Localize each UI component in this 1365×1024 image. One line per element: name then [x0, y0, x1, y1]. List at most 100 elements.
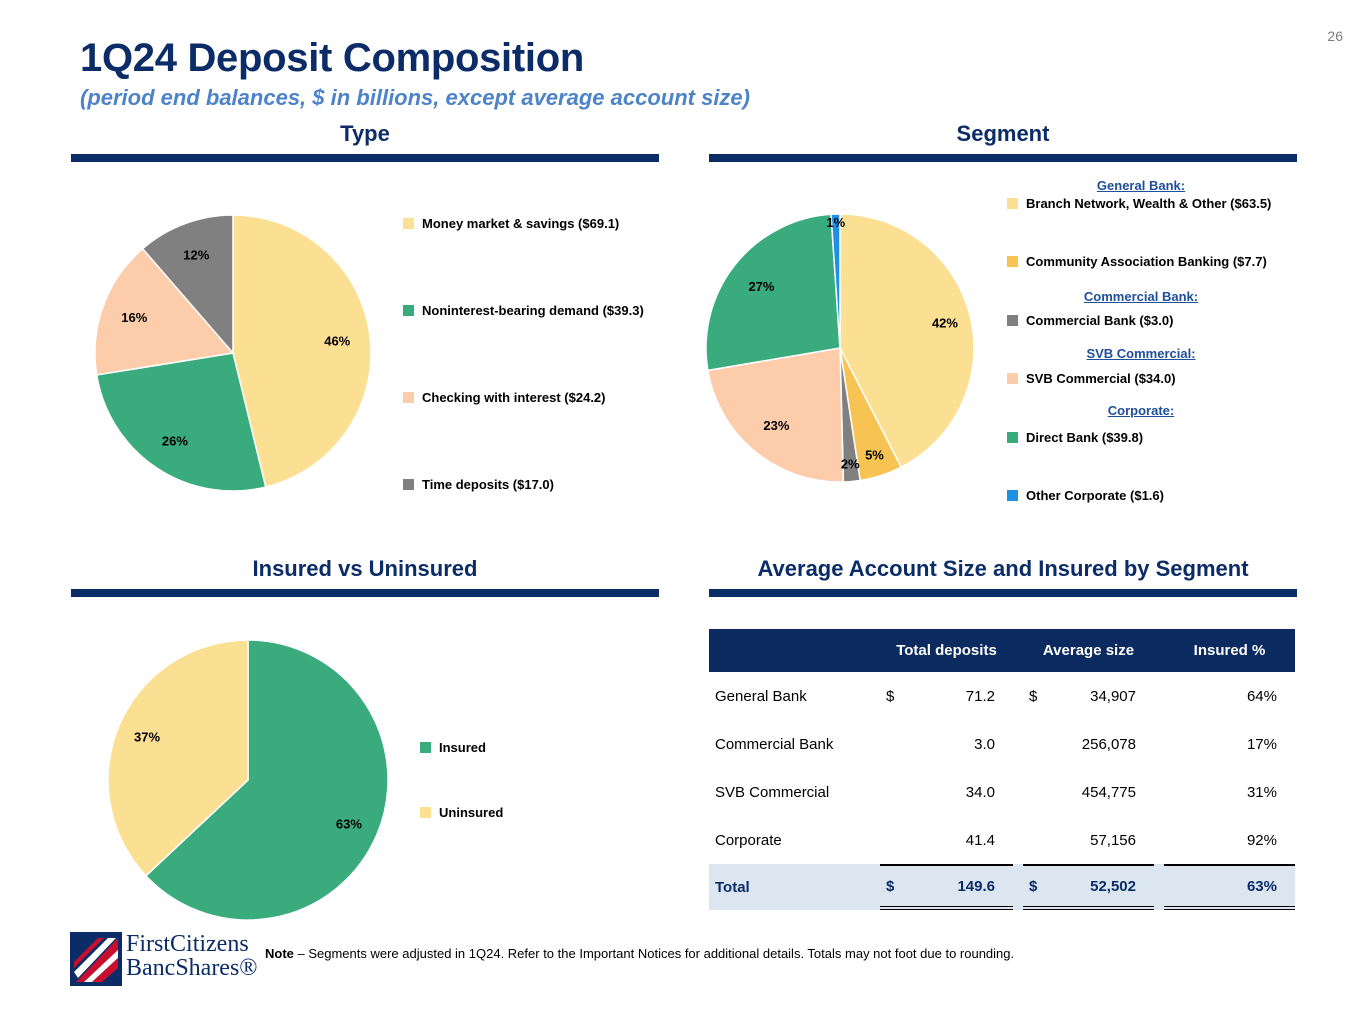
legend-swatch — [1007, 490, 1018, 501]
legend-item: Time deposits ($17.0) — [403, 477, 554, 492]
footnote-label: Note — [265, 946, 294, 961]
type-section-title: Type — [340, 121, 390, 146]
footnote-text: – Segments were adjusted in 1Q24. Refer … — [293, 946, 1015, 961]
pie-slice — [705, 213, 841, 372]
table-header-gap — [1154, 629, 1164, 672]
row-deposits-dollar — [880, 768, 894, 816]
pie-data-label: 27% — [748, 279, 774, 294]
legend-label: SVB Commercial ($34.0) — [1026, 371, 1176, 386]
page-number: 26 — [1327, 28, 1343, 44]
table-header-row: Total deposits Average size Insured % — [709, 629, 1295, 672]
total-avg: 52,502 — [1037, 864, 1154, 910]
pie-slice — [144, 639, 389, 921]
row-gap — [1154, 816, 1164, 864]
insured-section-rule — [71, 589, 659, 597]
row-insured: 64% — [1246, 687, 1277, 705]
table-row: Commercial Bank 3.0 256,078 17% — [709, 720, 1295, 768]
legend-group-general-bank: General Bank: — [1096, 178, 1186, 193]
legend-swatch — [403, 479, 414, 490]
company-logo: FirstCitizens BancShares® — [70, 932, 260, 988]
legend-group-corporate: Corporate: — [1107, 403, 1175, 418]
legend-swatch — [403, 218, 414, 229]
row-insured: 92% — [1246, 831, 1277, 849]
row-deposits-dollar — [880, 720, 894, 768]
legend-item: Branch Network, Wealth & Other ($63.5) — [1007, 196, 1271, 211]
segment-section-rule — [709, 154, 1297, 162]
legend-swatch — [420, 807, 431, 818]
page-subtitle: (period end balances, $ in billions, exc… — [80, 85, 750, 110]
row-gap — [1154, 768, 1164, 816]
type-section-rule — [71, 154, 659, 162]
total-deposits: 149.6 — [894, 864, 1013, 910]
legend-item: Community Association Banking ($7.7) — [1007, 254, 1267, 269]
table-row: General Bank $ 71.2 $ 34,907 64% — [709, 672, 1295, 720]
page-title: 1Q24 Deposit Composition — [80, 36, 584, 80]
legend-item: Money market & savings ($69.1) — [403, 216, 619, 231]
legend-label: Time deposits ($17.0) — [422, 477, 554, 492]
pie-slice — [707, 347, 845, 483]
flag-logo-icon — [70, 932, 122, 986]
legend-swatch — [1007, 373, 1018, 384]
row-avg-dollar — [1023, 816, 1037, 864]
pie-slice — [232, 214, 372, 488]
pie-data-label: 42% — [932, 316, 958, 331]
row-deposits-dollar: $ — [886, 687, 895, 705]
legend-swatch — [1007, 256, 1018, 267]
insured-section-title: Insured vs Uninsured — [252, 556, 478, 581]
legend-label: Uninsured — [439, 805, 504, 820]
pie-data-label: 23% — [763, 418, 789, 433]
insured-pie-chart: 63% 37% — [107, 639, 389, 921]
table-section-title: Average Account Size and Insured by Segm… — [757, 556, 1249, 581]
table-total-row: Total $ 149.6 $ 52,502 63% — [709, 864, 1295, 910]
pie-slice — [839, 213, 975, 469]
footnote: Note – Segments were adjusted in 1Q24. R… — [265, 946, 1014, 961]
total-name: Total — [709, 864, 880, 910]
segment-section-title: Segment — [956, 121, 1050, 146]
pie-slice — [95, 352, 267, 492]
row-deposits: 34.0 — [965, 783, 995, 801]
pie-slice — [107, 639, 249, 877]
row-gap — [1013, 768, 1023, 816]
row-deposits: 3.0 — [974, 735, 995, 753]
row-avg-dollar: $ — [1029, 687, 1038, 705]
segment-legend: General Bank: Branch Network, Wealth & O… — [1007, 0, 1287, 520]
row-gap — [1013, 720, 1023, 768]
legend-item: Uninsured — [420, 805, 503, 820]
legend-label: Noninterest-bearing demand ($39.3) — [422, 303, 644, 318]
pie-slice — [141, 214, 234, 356]
legend-swatch — [403, 305, 414, 316]
row-deposits: 41.4 — [965, 831, 995, 849]
pie-data-label: 46% — [324, 333, 350, 348]
row-deposits-dollar — [880, 816, 894, 864]
legend-label: Money market & savings ($69.1) — [422, 216, 620, 231]
legend-swatch — [420, 742, 431, 753]
row-gap — [1013, 672, 1023, 720]
table-section-rule — [709, 589, 1297, 597]
legend-label: Insured — [439, 740, 486, 755]
pie-slice — [830, 213, 841, 349]
row-deposits: 71.2 — [965, 687, 995, 705]
total-avg-dollar: $ — [1023, 864, 1038, 910]
row-avg-dollar — [1023, 768, 1037, 816]
legend-label: Checking with interest ($24.2) — [422, 390, 606, 405]
legend-swatch — [403, 392, 414, 403]
pie-slice — [94, 247, 235, 376]
legend-label: Commercial Bank ($3.0) — [1026, 313, 1174, 328]
legend-item: Noninterest-bearing demand ($39.3) — [403, 303, 644, 318]
legend-swatch — [1007, 315, 1018, 326]
row-name: Corporate — [715, 831, 782, 849]
row-gap — [1154, 720, 1164, 768]
legend-swatch — [1007, 198, 1018, 209]
legend-item: SVB Commercial ($34.0) — [1007, 371, 1176, 386]
legend-group-commercial-bank: Commercial Bank: — [1083, 289, 1199, 304]
row-gap — [1013, 816, 1023, 864]
total-deposits-dollar: $ — [880, 864, 895, 910]
logo-text: FirstCitizens BancShares® — [126, 932, 258, 980]
legend-label: Community Association Banking ($7.7) — [1026, 254, 1267, 269]
table-header-insured: Insured % — [1164, 629, 1295, 672]
table-row: SVB Commercial 34.0 454,775 31% — [709, 768, 1295, 816]
segment-table: Total deposits Average size Insured % Ge… — [709, 629, 1295, 910]
row-avg-dollar — [1023, 720, 1037, 768]
pie-data-label: 16% — [121, 310, 147, 325]
total-insured: 63% — [1164, 864, 1295, 910]
